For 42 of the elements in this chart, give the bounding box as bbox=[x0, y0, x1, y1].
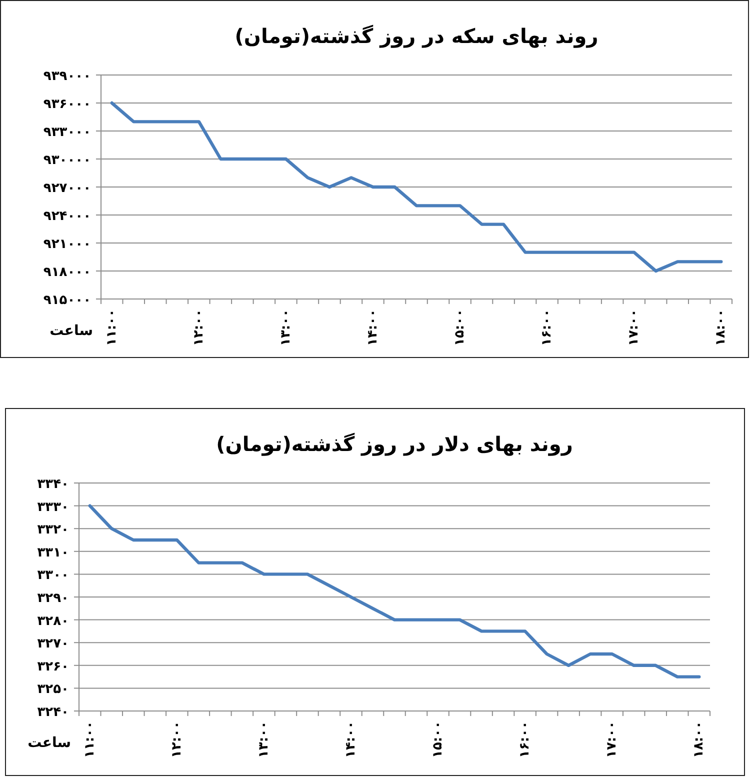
x-tick-label: ۱۶:۰۰ bbox=[518, 721, 533, 758]
x-tick-label: ۱۷:۰۰ bbox=[604, 721, 620, 758]
y-tick-label: ۳۳۱۰ bbox=[37, 545, 69, 560]
x-axis-title: ساعت bbox=[28, 735, 71, 751]
y-tick-label: ۹۲۱۰۰۰ bbox=[43, 237, 91, 252]
line-series bbox=[88, 504, 701, 678]
y-tick-label: ۹۲۴۰۰۰ bbox=[43, 209, 91, 224]
x-tick-label: ۱۳:۰۰ bbox=[278, 309, 294, 346]
x-axis-title: ساعت bbox=[50, 323, 93, 339]
y-tick-label: ۳۲۵۰ bbox=[37, 682, 69, 698]
y-tick-label: ۳۳۲۰ bbox=[37, 522, 69, 538]
x-tick-label: ۱۸:۰۰ bbox=[692, 721, 707, 758]
y-tick-label: ۹۱۸۰۰۰ bbox=[43, 265, 91, 280]
x-tick-label: ۱۶:۰۰ bbox=[540, 309, 555, 346]
y-tick-label: ۳۲۶۰ bbox=[37, 659, 69, 674]
x-tick-label: ۱۳:۰۰ bbox=[256, 721, 272, 758]
y-tick-label: ۳۳۴۰ bbox=[37, 477, 69, 492]
y-tick-label: ۳۳۰۰ bbox=[37, 568, 69, 584]
y-tick-label: ۳۲۸۰ bbox=[37, 614, 69, 629]
y-tick-label: ۹۳۶۰۰۰ bbox=[43, 97, 91, 112]
x-tick-label: ۱۵:۰۰ bbox=[452, 309, 468, 346]
chart-title: روند بهای سکه در روز گذشته(تومان) bbox=[234, 24, 598, 48]
y-tick-label: ۳۲۷۰ bbox=[37, 636, 69, 652]
x-tick-label: ۱۴:۰۰ bbox=[365, 309, 380, 346]
y-tick-label: ۹۳۳۰۰۰ bbox=[43, 125, 91, 140]
y-tick-label: ۹۳۹۰۰۰ bbox=[43, 69, 91, 84]
x-tick-label: ۱۲:۰۰ bbox=[191, 309, 206, 346]
x-tick-label: ۱۱:۰۰ bbox=[104, 309, 120, 346]
x-tick-label: ۱۲:۰۰ bbox=[169, 721, 184, 758]
x-tick-label: ۱۸:۰۰ bbox=[714, 309, 729, 346]
x-tick-label: ۱۴:۰۰ bbox=[343, 721, 358, 758]
x-tick-label: ۱۵:۰۰ bbox=[430, 721, 446, 758]
y-tick-label: ۳۳۳۰ bbox=[37, 500, 69, 515]
y-tick-label: ۹۲۷۰۰۰ bbox=[43, 181, 91, 196]
x-tick-label: ۱۷:۰۰ bbox=[626, 309, 642, 346]
y-tick-label: ۳۲۴۰ bbox=[37, 705, 69, 720]
x-tick-label: ۱۱:۰۰ bbox=[82, 721, 98, 758]
y-tick-label: ۹۳۰۰۰۰ bbox=[43, 153, 91, 168]
chart-title: روند بهای دلار در روز گذشته(تومان) bbox=[216, 432, 573, 456]
line-series bbox=[110, 101, 723, 273]
y-tick-label: ۹۱۵۰۰۰ bbox=[43, 293, 91, 308]
y-tick-label: ۳۲۹۰ bbox=[37, 591, 69, 606]
